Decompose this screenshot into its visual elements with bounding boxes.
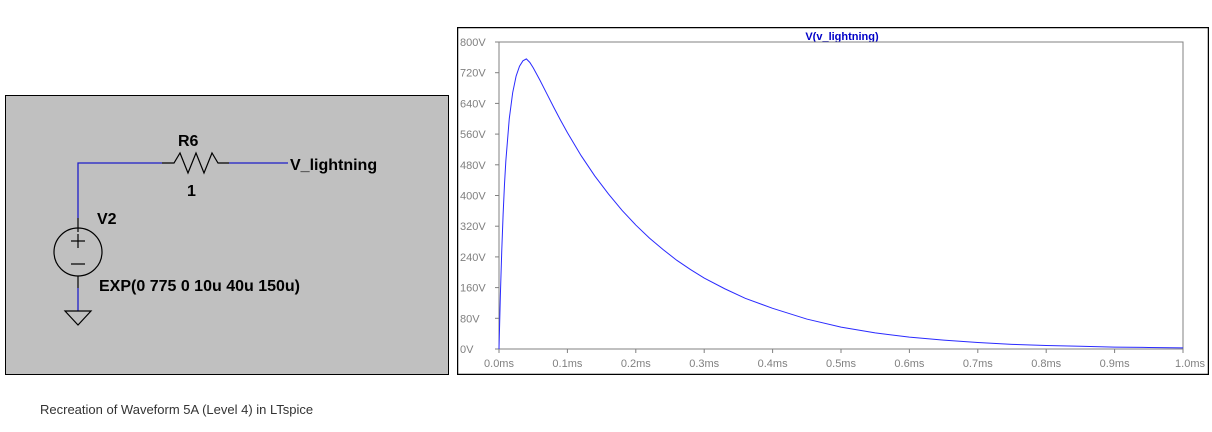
y-tick-label: 400V — [460, 191, 486, 203]
net-label: V_lightning — [290, 157, 377, 174]
x-tick-label: 0.3ms — [689, 358, 719, 370]
plot-area — [498, 41, 1184, 350]
x-tick-label: 0.4ms — [758, 358, 788, 370]
x-tick-label: 0.8ms — [1031, 358, 1061, 370]
resistor-value-label: 1 — [187, 183, 196, 200]
plot-title: V(v_lightning) — [805, 31, 879, 43]
ground-icon — [63, 310, 93, 326]
source-name-label: V2 — [97, 211, 117, 228]
y-tick-label: 320V — [460, 221, 486, 233]
y-axis-ticks: 0V 80V 160V 240V 320V 400V 480V 560V 640V 720V 800… — [460, 37, 499, 356]
waveform-plot: V(v_lightning) 0V 80V 160V 240V 320V 400V 480V… — [457, 27, 1209, 375]
schematic-panel: R6 1 V_lightning V2 EXP(0 775 0 10u 40u … — [5, 95, 449, 375]
x-tick-label: 0.2ms — [621, 358, 651, 370]
y-tick-label: 640V — [460, 98, 486, 110]
y-tick-label: 160V — [460, 283, 486, 295]
y-tick-label: 240V — [460, 252, 486, 264]
caption: Recreation of Waveform 5A (Level 4) in L… — [40, 402, 314, 417]
source-value-label: EXP(0 775 0 10u 40u 150u) — [99, 278, 300, 295]
x-tick-label: 0.5ms — [826, 358, 856, 370]
x-tick-label: 0.0ms — [484, 358, 514, 370]
y-tick-label: 80V — [460, 313, 480, 325]
resistor-symbol — [162, 151, 229, 175]
resistor-name-label: R6 — [178, 133, 199, 150]
wire — [77, 162, 162, 218]
schematic-background — [5, 95, 449, 375]
x-tick-label: 1.0ms — [1175, 358, 1205, 370]
x-tick-label: 0.1ms — [552, 358, 582, 370]
x-axis-ticks: 0.0ms 0.1ms 0.2ms 0.3ms 0.4ms 0.5ms 0.6ms 0.7ms… — [484, 349, 1205, 370]
x-tick-label: 0.6ms — [894, 358, 924, 370]
y-tick-label: 0V — [460, 344, 474, 356]
y-tick-label: 560V — [460, 129, 486, 141]
y-tick-label: 480V — [460, 160, 486, 172]
y-tick-label: 800V — [460, 37, 486, 49]
y-tick-label: 720V — [460, 68, 486, 80]
x-tick-label: 0.9ms — [1100, 358, 1130, 370]
x-tick-label: 0.7ms — [963, 358, 993, 370]
waveform-trace — [498, 58, 1184, 350]
